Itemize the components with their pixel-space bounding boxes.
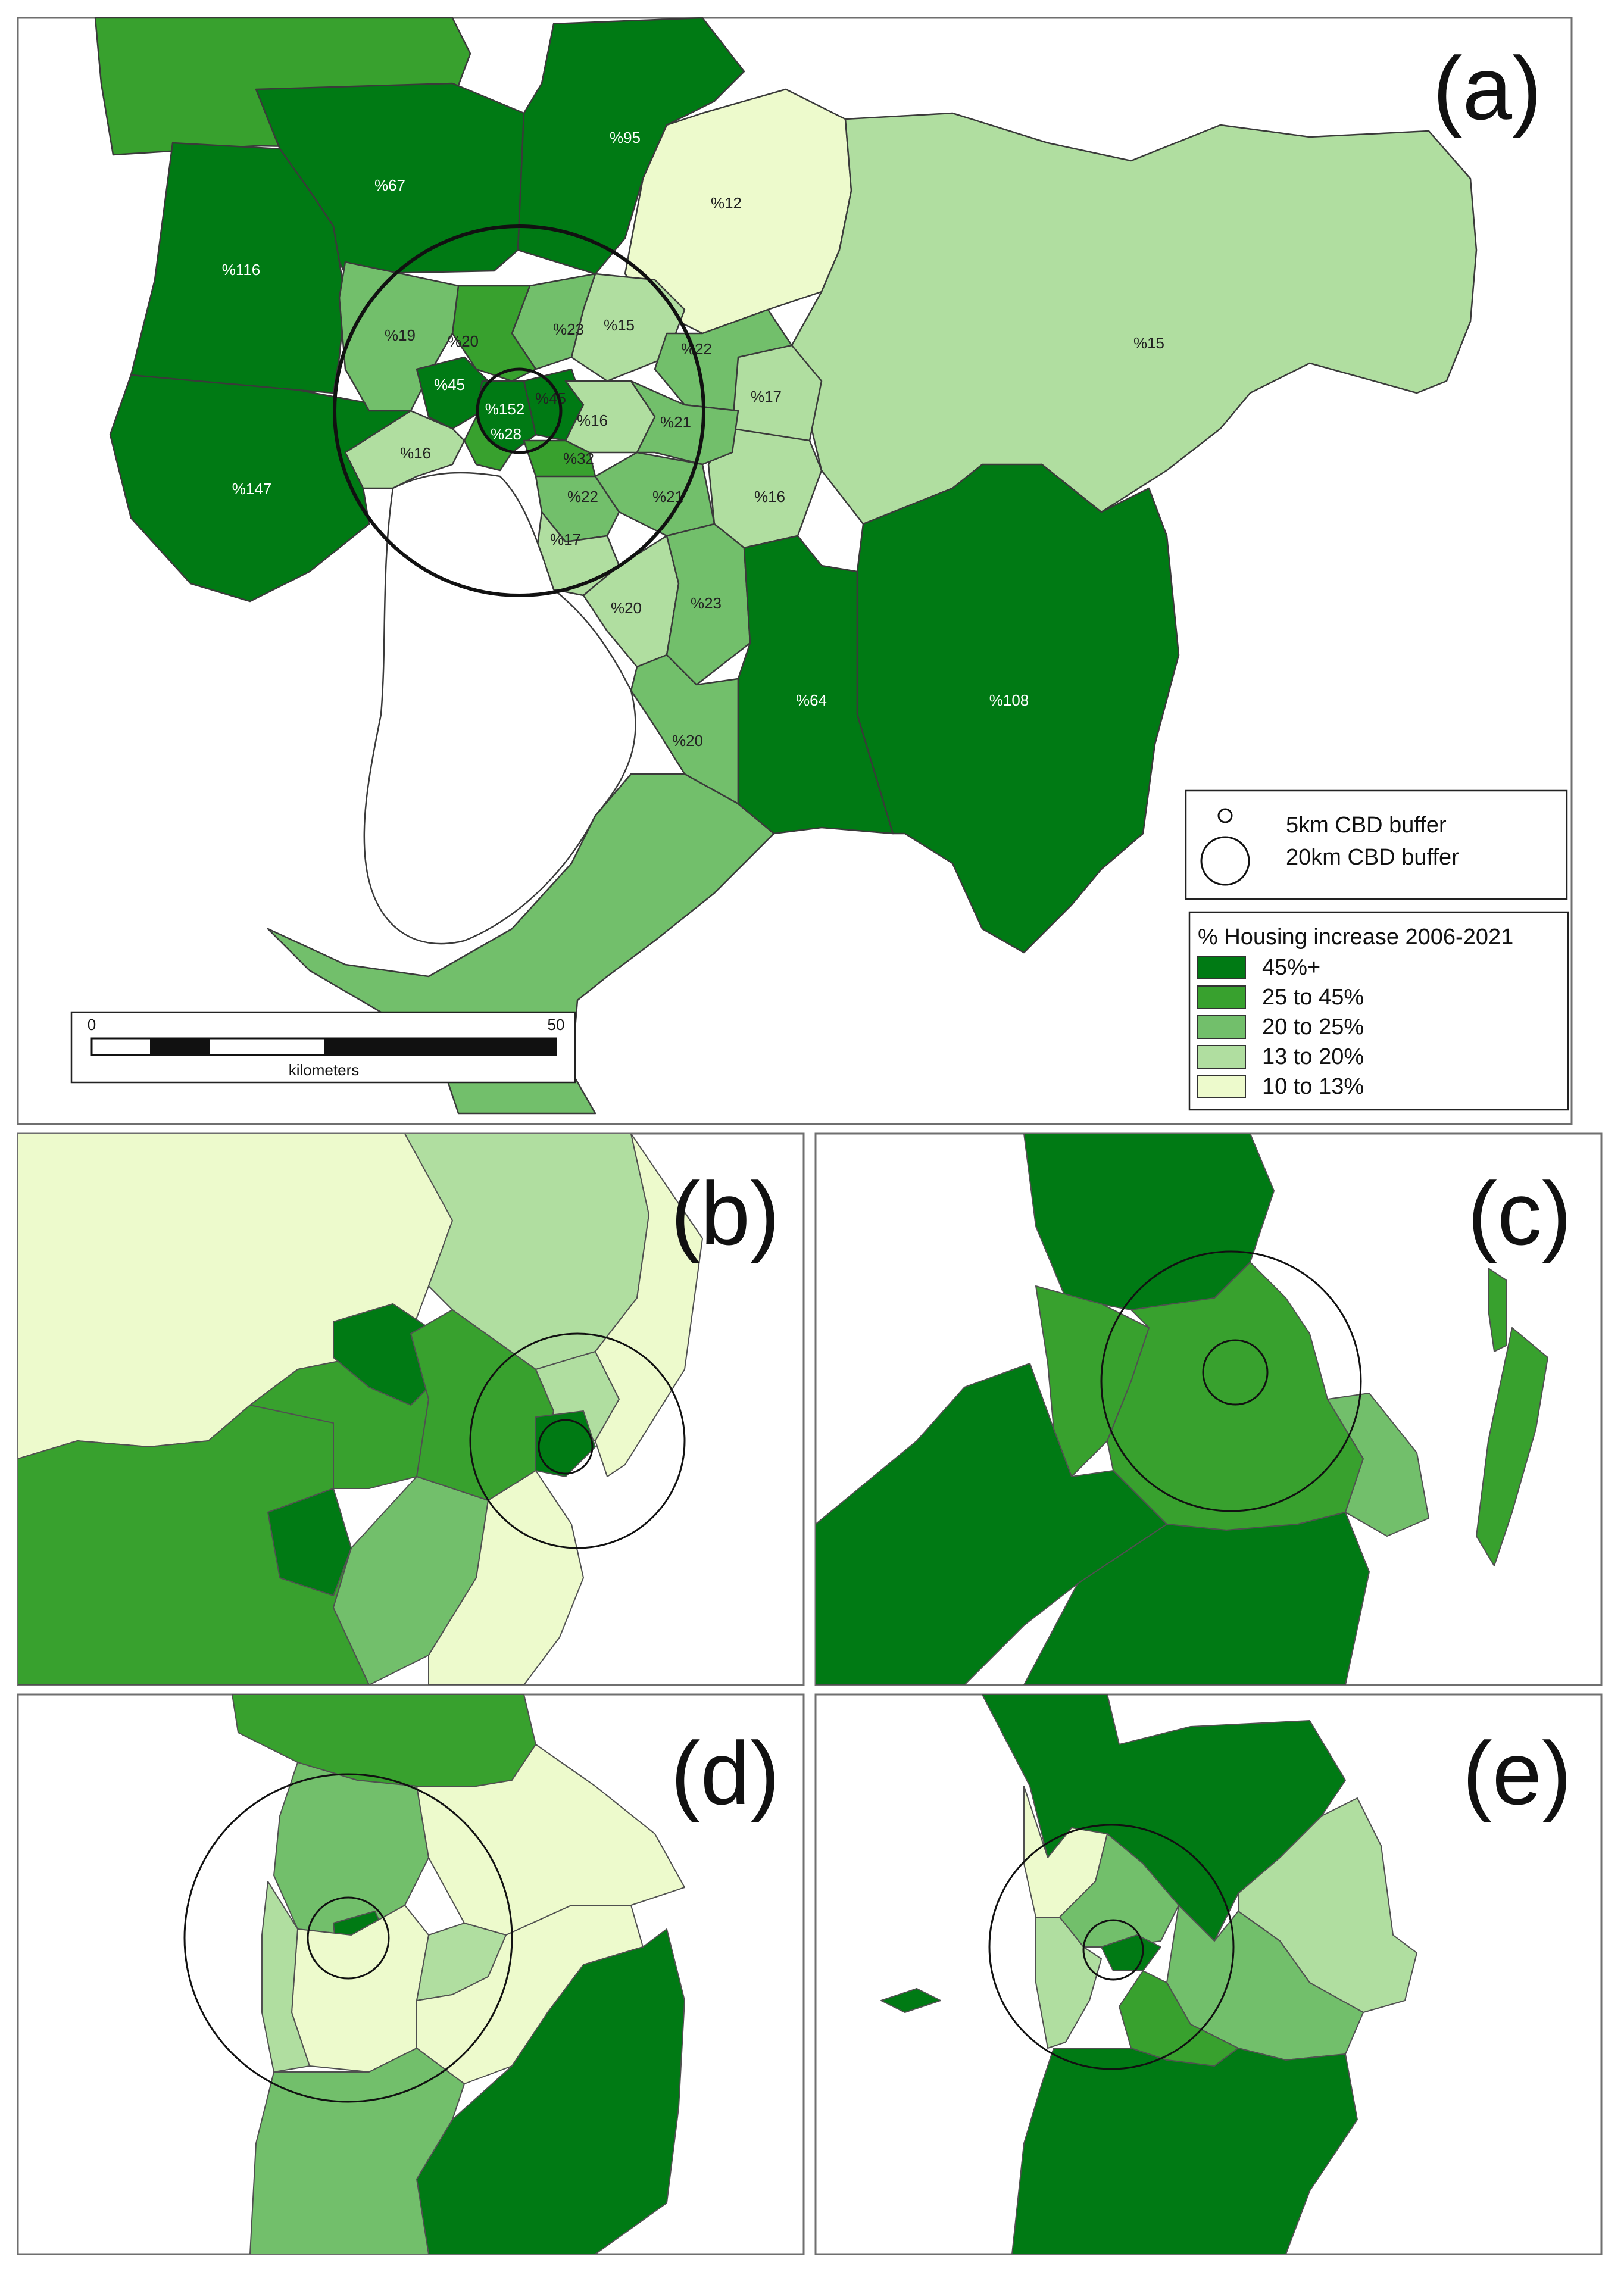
label-17-south: %17	[550, 530, 581, 548]
label-22-south: %22	[567, 488, 598, 505]
scale-bar: 0 50 kilometers	[70, 1011, 576, 1084]
label-16-west: %16	[400, 444, 431, 462]
buffer-legend-small-symbol	[1217, 808, 1233, 823]
buffer-20km-c	[1100, 1250, 1362, 1512]
region-23-south	[666, 523, 751, 686]
region-peninsula-tail	[267, 773, 775, 1115]
buffer-5km-a	[476, 367, 563, 454]
label-147: %147	[232, 480, 272, 498]
label-20-coastal: %20	[611, 599, 642, 617]
legend-rows: 45%+ 25 to 45% 20 to 25% 13 to 20% 10 to 13%	[1197, 955, 1364, 1099]
panel-c: (c)	[814, 1132, 1603, 1686]
region-c-island	[1476, 1327, 1548, 1566]
region-64	[737, 535, 894, 835]
region-b-camden	[267, 1488, 352, 1596]
buffer-20km-a	[333, 224, 705, 597]
label-32: %32	[563, 450, 594, 467]
region-e-south	[1011, 2048, 1358, 2254]
label-23-south: %23	[691, 594, 722, 612]
label-15-small: %15	[604, 316, 635, 334]
legend-swatch	[1197, 1075, 1246, 1098]
legend-swatch	[1197, 1015, 1246, 1039]
region-b-hills	[333, 1303, 429, 1406]
label-64: %64	[796, 691, 827, 709]
label-23-north: %23	[553, 320, 584, 338]
region-e-rottnest	[880, 1988, 941, 2013]
region-c-south	[1023, 1512, 1370, 1685]
scale-bar-segment-2	[324, 1038, 556, 1055]
region-d-central	[291, 1905, 429, 2073]
legend-label: 45%+	[1262, 955, 1320, 980]
panel-d: (d)	[17, 1693, 805, 2255]
label-17-east: %17	[751, 388, 782, 405]
buffer-legend-large-symbol	[1200, 836, 1250, 886]
panel-d-label: (d)	[671, 1723, 780, 1823]
legend-title: % Housing increase 2006-2021	[1198, 925, 1513, 950]
legend-swatch	[1197, 956, 1246, 979]
buffer-20km-b	[469, 1332, 686, 1549]
region-d-coastal	[261, 1881, 310, 2073]
buffer-5km-c	[1202, 1339, 1269, 1406]
legend-label: 13 to 20%	[1262, 1044, 1364, 1069]
region-d-south	[249, 2048, 465, 2254]
panel-a: %95 %67 %12 %116 %15 %19 %20 %23 %15 %22…	[17, 17, 1573, 1125]
buffer-5km-b	[538, 1419, 594, 1475]
buffer-5km-e	[1082, 1919, 1144, 1981]
buffer-legend-small-label: 5km CBD buffer	[1286, 813, 1447, 838]
panel-b: (b)	[17, 1132, 805, 1686]
label-116: %116	[222, 261, 261, 279]
region-c-southwest	[816, 1363, 1167, 1685]
legend-label: 20 to 25%	[1262, 1015, 1364, 1040]
label-20-inner: %20	[448, 332, 479, 350]
label-20-peninsula: %20	[672, 732, 703, 750]
choropleth-legend: % Housing increase 2006-2021 45%+ 25 to 4…	[1188, 911, 1569, 1111]
label-152: %152	[485, 400, 525, 418]
buffer-legend: 5km CBD buffer 20km CBD buffer	[1185, 789, 1568, 900]
panel-e-label: (e)	[1463, 1723, 1572, 1823]
scale-bar-end: 50	[548, 1016, 565, 1034]
label-45-west: %45	[434, 376, 465, 394]
buffer-5km-d	[307, 1896, 390, 1980]
label-15-east: %15	[1133, 334, 1164, 352]
scale-bar-start: 0	[88, 1016, 96, 1034]
region-108	[856, 463, 1180, 954]
label-12: %12	[711, 194, 742, 212]
region-95	[517, 17, 745, 275]
label-16-inner: %16	[577, 411, 608, 429]
panel-e: (e)	[814, 1693, 1603, 2255]
region-c-north-island	[1488, 1268, 1507, 1352]
label-28: %28	[491, 425, 521, 443]
buffer-legend-box	[1185, 789, 1568, 900]
label-108: %108	[989, 691, 1029, 709]
buffer-legend-large-label: 20km CBD buffer	[1286, 845, 1459, 870]
region-b-inner-cbd	[535, 1410, 596, 1477]
panel-b-label: (b)	[671, 1163, 780, 1263]
legend-swatch	[1197, 1045, 1246, 1069]
label-19: %19	[385, 326, 416, 344]
label-16-east: %16	[754, 488, 785, 505]
region-c-east	[1327, 1393, 1429, 1537]
region-b-coast	[595, 1134, 703, 1477]
buffer-20km-e	[988, 1824, 1235, 2070]
region-16-west	[344, 410, 466, 489]
legend-swatch	[1197, 985, 1246, 1009]
region-e-cbd	[1101, 1934, 1161, 1971]
panel-c-label: (c)	[1467, 1163, 1572, 1263]
label-21-north: %21	[660, 413, 691, 431]
scale-bar-unit: kilometers	[289, 1061, 359, 1079]
region-e-coast	[1035, 1917, 1102, 2049]
region-labels-a: %95 %67 %12 %116 %15 %19 %20 %23 %15 %22…	[222, 129, 1164, 750]
label-67: %67	[374, 176, 405, 194]
legend-label: 10 to 13%	[1262, 1074, 1364, 1099]
buffer-20km-d	[183, 1773, 513, 2103]
region-b-southeast	[428, 1470, 584, 1685]
legend-label: 25 to 45%	[1262, 985, 1364, 1010]
region-20-inner	[451, 285, 537, 382]
panel-a-label: (a)	[1433, 38, 1542, 138]
choropleth-legend-box	[1188, 911, 1569, 1111]
port-phillip-bay	[363, 472, 636, 945]
label-95: %95	[610, 129, 641, 146]
scale-bar-segment-1	[150, 1038, 210, 1055]
